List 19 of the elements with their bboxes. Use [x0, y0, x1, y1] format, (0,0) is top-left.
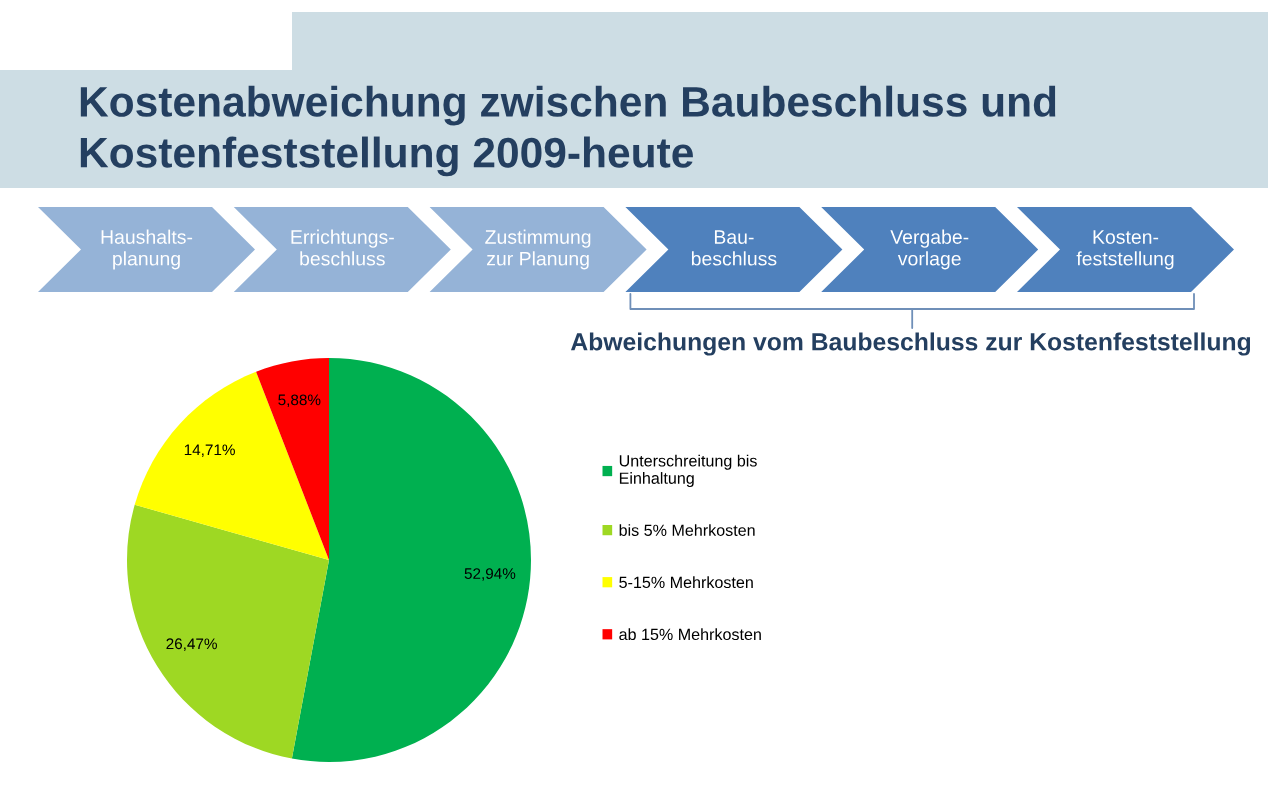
pie-slice	[256, 358, 329, 560]
pie-slice	[134, 371, 329, 560]
category-label: Bau- beschluss	[691, 230, 777, 266]
data-label: 5,88%	[278, 394, 321, 408]
data-label: 52,94%	[464, 568, 516, 581]
category-label: Kosten- feststellung	[1076, 230, 1174, 270]
category-label: Zustimmung zur Planung	[485, 229, 591, 270]
category-label: Errichtungs- beschluss	[291, 229, 394, 266]
text: Abweichungen vom Baubeschluss zur Kostenfeststellung	[570, 332, 1251, 356]
category-label: Haushalts- planung	[101, 229, 193, 270]
data-label: 26,47%	[166, 638, 217, 651]
data-label: 14,71%	[184, 444, 235, 458]
legend-label: bis 5% Mehrkosten	[619, 524, 755, 536]
text: Kostenabweichung zwischen Baubeschluss und Kostenfeststellung 2009-heute	[80, 85, 1056, 177]
legend-label: ab 15% Mehrkosten	[619, 628, 761, 641]
legend-label: 5-15% Mehrkosten	[619, 576, 753, 589]
category-label: Vergabe- vorlage	[890, 229, 969, 270]
pie-slice	[127, 504, 329, 759]
legend-label: Unterschreitung bis Einhaltung	[619, 454, 757, 488]
